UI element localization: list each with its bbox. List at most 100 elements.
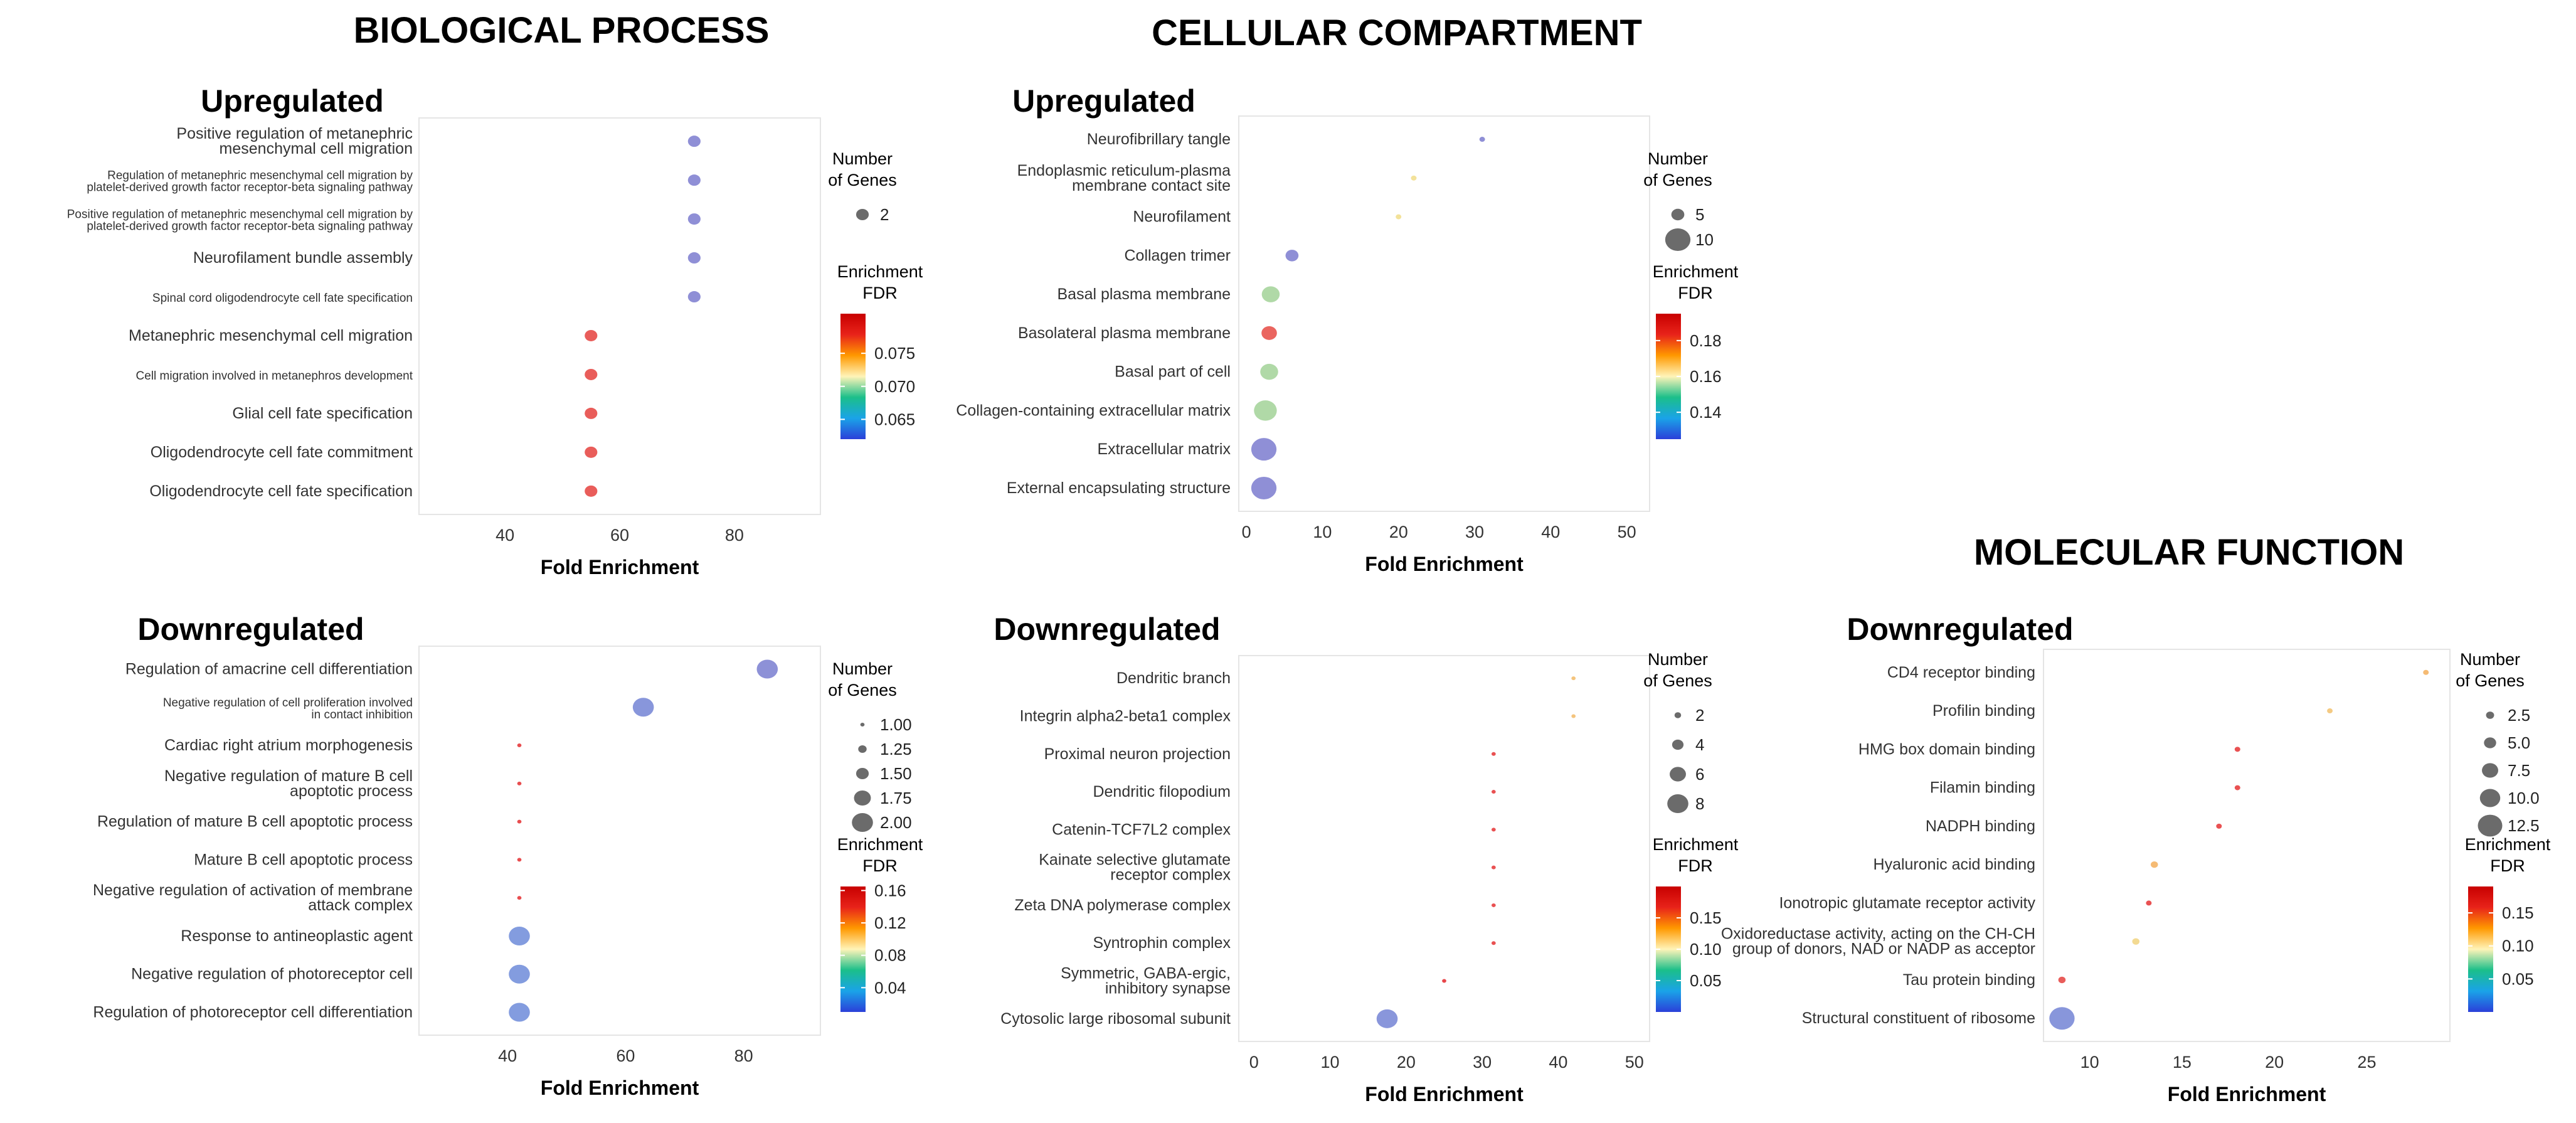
size-legend-title-2: of Genes [1643, 171, 1712, 189]
y-tick-label: Glial cell fate specification [232, 405, 413, 422]
x-axis-title-cc-up: Fold Enrichment [1365, 553, 1524, 575]
data-point [1442, 979, 1446, 983]
y-tick-label: Neurofilament [1133, 208, 1231, 226]
size-legend-title-1: Number [1648, 149, 1708, 168]
size-legend-cc-down: Number of Genes 2 4 6 8 [1643, 650, 1712, 813]
size-legend-key [2486, 711, 2494, 719]
x-tick-label: 30 [1465, 523, 1484, 541]
size-legend-title-2: of Genes [828, 171, 897, 189]
size-legend-label: 7.5 [2508, 761, 2530, 780]
size-legend-key [1667, 794, 1688, 813]
color-legend-title-2: FDR [1678, 284, 1713, 302]
size-legend-label: 1.00 [880, 715, 912, 734]
y-tick-label: Negative regulation of activation of mem… [93, 881, 413, 914]
y-tick-label: Basal plasma membrane [1057, 285, 1231, 303]
x-tick-label: 40 [1549, 1053, 1567, 1072]
plot-area-cc-up [1238, 115, 1650, 512]
chart-cc-up: Upregulated Neurofibrillary tangle Endopla… [956, 83, 1738, 575]
color-legend-mf-down: Enrichment FDR 0.05 0.10 0.15 [2465, 835, 2551, 1012]
panel-title-mf-down: Downregulated [1847, 612, 2073, 647]
x-axis-title-bp-down: Fold Enrichment [541, 1077, 699, 1099]
y-tick-label: Hyaluronic acid binding [1874, 856, 2035, 873]
data-point [1491, 865, 1496, 870]
color-legend-bp-up: Enrichment FDR 0.065 0.070 0.075 [837, 262, 923, 439]
size-legend-key [1665, 228, 1691, 251]
size-legend-key [1674, 712, 1682, 718]
panel-title-cc-up: Upregulated [1012, 83, 1195, 119]
color-legend-title-1: Enrichment [837, 835, 923, 854]
y-tick-label: HMG box domain binding [1858, 740, 2035, 758]
size-legend-key [858, 745, 867, 753]
size-legend-label: 1.50 [880, 764, 912, 783]
x-tick-label: 80 [725, 526, 744, 545]
y-tick-label: Spinal cord oligodendrocyte cell fate sp… [152, 292, 413, 305]
data-point [509, 926, 530, 945]
size-legend-title-2: of Genes [2456, 671, 2525, 690]
chart-bp-up: Upregulated Positive regulation of metane… [67, 83, 923, 578]
size-legend-label: 10.0 [2508, 789, 2540, 807]
data-point [1254, 400, 1277, 421]
data-point [1261, 326, 1277, 340]
y-tick-label: Negative regulation of photoreceptor cel… [131, 966, 413, 983]
data-point [1396, 214, 1402, 220]
data-point [687, 213, 701, 225]
x-tick-label: 30 [1473, 1053, 1492, 1072]
color-legend-title-1: Enrichment [1653, 262, 1739, 281]
size-legend-label: 6 [1695, 765, 1704, 784]
plot-area-bp-up [418, 117, 821, 515]
y-tick-label: Metanephric mesenchymal cell migration [129, 327, 413, 344]
color-bar-label: 0.10 [1690, 940, 1722, 959]
x-tick-label: 25 [2357, 1053, 2376, 1072]
color-legend-title-2: FDR [1678, 856, 1713, 875]
x-tick-label: 40 [1541, 523, 1560, 541]
data-point [687, 291, 701, 303]
color-bar-label: 0.08 [874, 946, 906, 965]
x-tick-label: 10 [2080, 1053, 2099, 1072]
data-point [1571, 676, 1576, 681]
color-bar-label: 0.15 [2502, 903, 2534, 922]
y-tick-label: NADPH binding [1926, 817, 2035, 835]
size-legend-key [1670, 767, 1686, 782]
size-legend-label: 8 [1695, 794, 1704, 813]
y-tick-label: Tau protein binding [1903, 971, 2035, 989]
y-tick-label: Proximal neuron projection [1044, 745, 1231, 763]
size-legend-label: 10 [1695, 230, 1714, 249]
data-point [517, 858, 522, 862]
data-point [1571, 714, 1576, 718]
y-tick-label: Regulation of metanephric mesenchymal ce… [87, 169, 413, 194]
color-bar [2468, 886, 2493, 1012]
chart-mf-down: Downregulated CD4 receptor binding Profili… [1721, 612, 2551, 1105]
color-legend-title-2: FDR [862, 856, 898, 875]
data-point [1479, 137, 1485, 142]
y-tick-label: Positive regulation of metanephric mesenc… [176, 125, 413, 157]
x-tick-label: 50 [1625, 1053, 1644, 1072]
panel-title-bp-down: Downregulated [137, 612, 364, 647]
y-tick-label: Extracellular matrix [1097, 440, 1231, 458]
data-point [2058, 976, 2066, 984]
y-tick-label: Neurofibrillary tangle [1087, 130, 1231, 148]
panel-title-bp-up: Upregulated [201, 83, 384, 119]
data-point [509, 1003, 530, 1022]
x-tick-label: 0 [1242, 523, 1251, 541]
y-tick-label: Oligodendrocyte cell fate commitment [151, 444, 413, 461]
x-axis-title-bp-up: Fold Enrichment [541, 556, 699, 578]
data-point [1491, 903, 1496, 907]
data-point [517, 896, 522, 900]
x-axis-title-mf-down: Fold Enrichment [2168, 1083, 2326, 1105]
data-point [585, 446, 598, 458]
x-tick-label: 10 [1321, 1053, 1340, 1072]
color-legend-title-2: FDR [862, 284, 898, 302]
y-tick-label: External encapsulating structure [1007, 479, 1231, 497]
y-tick-label: Regulation of mature B cell apoptotic pr… [97, 813, 413, 831]
plot-area-cc-down [1238, 655, 1650, 1042]
size-legend-label: 5 [1695, 205, 1704, 224]
y-tick-label: Dendritic branch [1116, 669, 1231, 687]
y-tick-label: Response to antineoplastic agent [181, 927, 413, 945]
data-point [585, 329, 598, 341]
data-point [687, 252, 701, 264]
size-legend-key [2478, 814, 2503, 837]
data-point [1285, 250, 1299, 262]
color-bar-label: 0.070 [874, 377, 915, 396]
color-legend-cc-down: Enrichment FDR 0.05 0.10 0.15 [1653, 835, 1739, 1012]
